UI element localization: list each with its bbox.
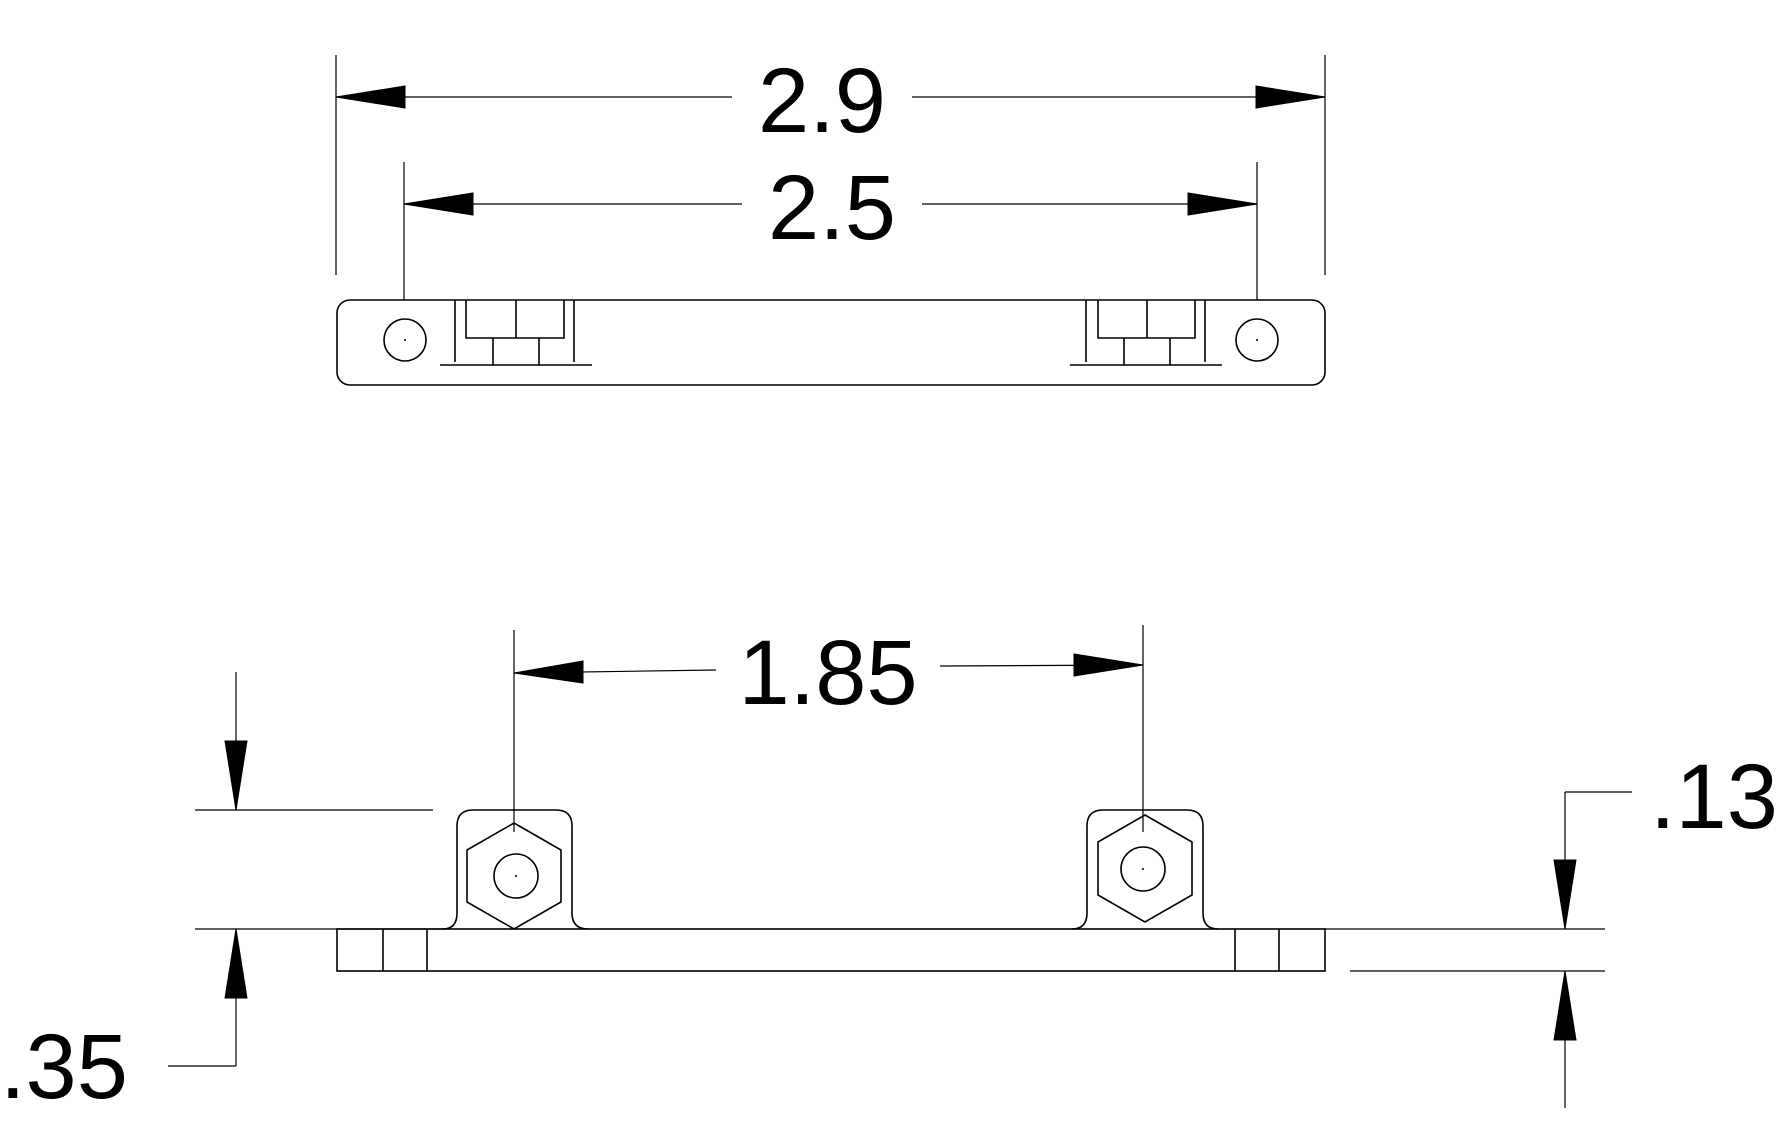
bore-center-mark xyxy=(1142,868,1144,870)
base-plate xyxy=(336,928,1326,972)
hole-center-mark xyxy=(1256,339,1258,341)
nut-bore xyxy=(493,853,539,899)
bore-center-mark xyxy=(515,875,517,877)
dimension-hole-spacing: 2.5 xyxy=(403,157,1258,300)
dimension-label: .35 xyxy=(0,1016,128,1118)
arrowhead xyxy=(224,928,248,999)
arrowhead xyxy=(1255,85,1326,109)
plate-outline xyxy=(336,299,1326,386)
dimension-nut-spacing: 1.85 xyxy=(513,622,1144,832)
dimension-overall-length: 2.9 xyxy=(335,50,1326,275)
arrowhead xyxy=(513,660,584,684)
top-view: 2.9 2.5 xyxy=(335,50,1326,386)
dimension-total-height: .35 xyxy=(0,672,445,1118)
dimension-label: 2.5 xyxy=(768,157,896,259)
dimension-label: .13 xyxy=(1650,746,1778,848)
hex-outline xyxy=(1097,814,1193,923)
arrowhead xyxy=(403,192,474,216)
hex-nut-top-right xyxy=(1070,300,1222,366)
arrowhead xyxy=(224,740,248,811)
hole-center-mark xyxy=(404,339,406,341)
arrowhead xyxy=(1553,970,1577,1041)
dimension-base-thickness: .13 xyxy=(1325,746,1778,1108)
dimension-label: 1.85 xyxy=(738,622,917,724)
arrowhead xyxy=(1187,192,1258,216)
hex-nut-top-left xyxy=(440,300,592,366)
arrowhead xyxy=(335,85,406,109)
nut-bore xyxy=(1120,846,1166,892)
hex-outline xyxy=(466,822,562,930)
hex-nut-front-right xyxy=(1071,809,1219,930)
arrowhead xyxy=(1073,653,1144,677)
mounting-hole-right xyxy=(1235,318,1279,362)
arrowhead xyxy=(1553,859,1577,930)
mounting-hole-left xyxy=(383,318,427,362)
hex-nut-front-left xyxy=(442,809,589,930)
dimension-label: 2.9 xyxy=(758,50,886,152)
front-view: 1.85 .35 .13 xyxy=(0,622,1778,1118)
